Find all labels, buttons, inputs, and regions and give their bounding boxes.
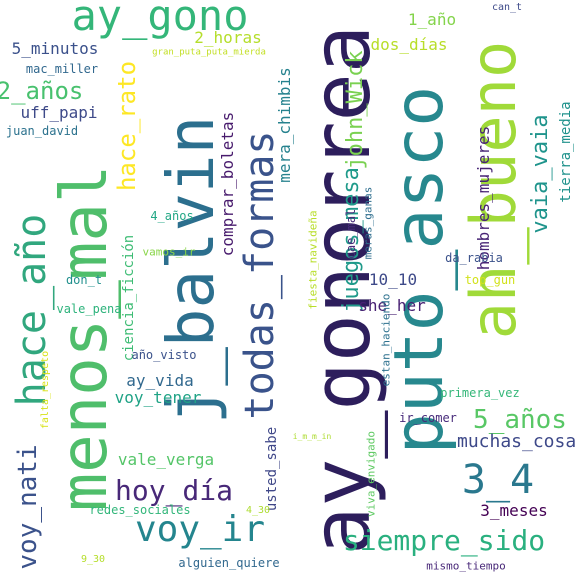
- word-ano-visto: año_visto: [131, 348, 197, 362]
- word-hoy-dia: hoy_día: [114, 474, 234, 507]
- word-voy-ir: voy_ir: [134, 509, 266, 550]
- word-ay-vida: ay_vida: [126, 371, 194, 390]
- word-falta-respeto: falta_respeto: [40, 350, 51, 430]
- word-2-horas: 2_horas: [194, 28, 262, 47]
- word-ir-comer: ir_comer: [399, 411, 457, 425]
- word-ay-gono: ay_gono: [71, 0, 249, 40]
- word-meras-ganas: meras_ganas: [361, 186, 375, 260]
- word-voy-tener: voy_tener: [114, 388, 202, 407]
- word-2-anos: 2_años: [0, 77, 84, 105]
- word-cae-mal: cae_mal: [344, 208, 358, 260]
- word-3-4: 3_4: [461, 457, 535, 503]
- word-viva-envigado: viva_envigado: [364, 430, 378, 518]
- word-todas-formas: todas_formas: [237, 130, 283, 420]
- word-fiesta-navidena: fiesta_navideña: [306, 210, 320, 310]
- word-4-anos: 4_años: [150, 209, 194, 223]
- word-comprar-boletas: comprar_boletas: [218, 111, 237, 257]
- word-mac-miller: mac_miller: [25, 62, 99, 76]
- word-can-t: can_t: [491, 2, 523, 13]
- word-top-gun: top_gun: [464, 273, 516, 287]
- word-3-meses: 3_meses: [480, 501, 548, 520]
- word-ciencia-ficcion: ciencia_ficción: [121, 234, 137, 362]
- word-muchas-cosas: muchas_cosas: [456, 431, 576, 452]
- word-i-m-m-in: i_m_m_in: [292, 432, 332, 441]
- word-estan-haciendo: estan_haciendo: [379, 293, 393, 387]
- word-vale-verga: vale_verga: [117, 450, 215, 469]
- word-mera-chimbis: mera_chimbis: [275, 67, 294, 183]
- word-tierra-media: tierra_media: [558, 101, 574, 203]
- word-juan-david: juan_david: [5, 124, 79, 138]
- word-voy-nati: voy_nati: [13, 444, 43, 570]
- word-alguien-quiere: alguien_quiere: [178, 556, 280, 570]
- word-1-ano: 1_año: [407, 10, 457, 29]
- word-uff-papi: uff_papi: [20, 103, 98, 122]
- word-5-anos: 5_años: [473, 405, 567, 435]
- word-gran-puta-puta-mierda: gran_puta_puta_mierda: [152, 47, 266, 58]
- word-hombres-mujeres: hombres_mujeres: [474, 125, 493, 271]
- word-vale-pena: vale_pena: [56, 302, 122, 316]
- word-vaia-vaia: vaia_vaia: [528, 114, 553, 234]
- word-vamos-ir: vamos_ir: [142, 245, 196, 259]
- word-redes-sociales: redes_sociales: [89, 503, 191, 517]
- word-siempre-sido: siempre_sido: [342, 524, 546, 557]
- word-menos-mal: menos_mal: [48, 164, 122, 512]
- word-john-wick: john_Wick: [343, 50, 368, 170]
- word-5-minutos: 5_minutos: [11, 39, 99, 58]
- word-10-10: 10_10: [368, 270, 418, 289]
- word-9-30: 9_30: [80, 554, 106, 565]
- word-she-her: she_her: [358, 296, 426, 315]
- word-ah-bueno: ah_bueno: [457, 40, 530, 340]
- word-4-30: 4_30: [245, 505, 271, 516]
- word-primera-vez: primera_vez: [440, 386, 520, 400]
- word-da-rabia: da_rabia: [445, 251, 503, 265]
- word-hace-rato: hace_rato: [113, 60, 141, 192]
- word-usted-sabe: usted_sabe: [264, 426, 280, 512]
- word-mismo-tiempo: mismo_tiempo: [426, 559, 506, 573]
- word-dos-dias: dos_días: [370, 35, 448, 54]
- word-don-t: don_t: [65, 273, 103, 287]
